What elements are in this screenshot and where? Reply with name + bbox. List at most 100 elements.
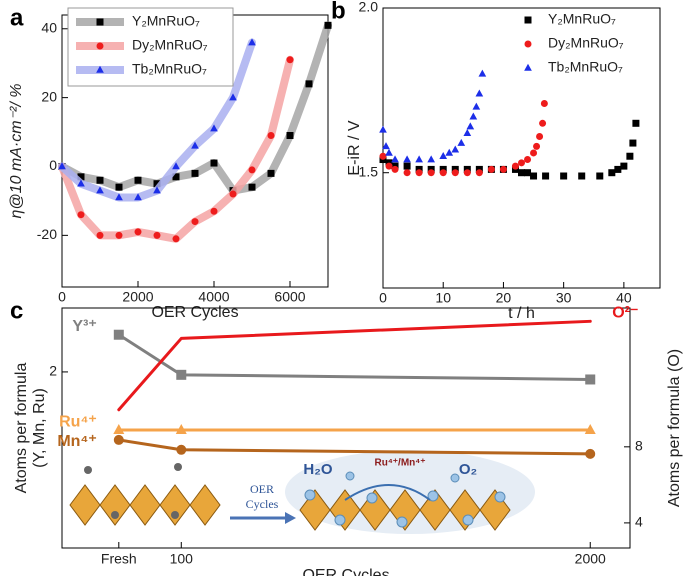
x-tick-label: 10: [435, 290, 451, 306]
legend-label: Tb₂MnRuO₇: [132, 61, 207, 77]
marker: [267, 169, 275, 177]
panel: a -20 0 20 40 0 2000 4000 6000 OER Cycles η@10 mA·…: [8, 4, 332, 321]
inset-illustration: OER Cycles H₂O Ru⁴⁺/Mn⁴⁺ O₂: [69, 450, 535, 534]
marker: [172, 173, 180, 181]
marker: [439, 169, 447, 177]
atoms: [84, 463, 182, 519]
plot-frame: [61, 307, 631, 549]
x-tick-label: 0: [379, 290, 387, 306]
marker: [134, 193, 142, 201]
marker: [451, 169, 459, 177]
marker: [584, 424, 596, 435]
marker: [427, 169, 435, 177]
marker: [391, 155, 399, 163]
marker: [472, 102, 481, 110]
marker: [415, 155, 423, 163]
marker: [96, 65, 104, 73]
marker: [324, 21, 332, 29]
marker: [175, 424, 187, 435]
cycle-arrow: [344, 484, 431, 501]
y-tick-label: 1.5: [359, 163, 379, 179]
marker: [475, 89, 484, 97]
marker: [403, 162, 411, 170]
marker: [248, 38, 256, 46]
marker: [210, 159, 218, 167]
series-line: [117, 333, 592, 381]
x-tick-label: 100: [170, 551, 194, 567]
marker: [626, 152, 634, 160]
panel-label: c: [10, 297, 23, 324]
legend-label: Dy₂MnRuO₇: [548, 35, 624, 51]
y-tick-label: 2: [49, 363, 57, 379]
annotation: O₂: [459, 461, 477, 478]
y-axis-label: (Y, Mn, Ru): [31, 388, 48, 468]
annotation: H₂O: [303, 461, 332, 478]
marker: [463, 169, 471, 177]
marker: [487, 165, 495, 173]
x-tick-label: 0: [58, 289, 66, 305]
marker: [153, 231, 161, 239]
panel-label: a: [10, 4, 24, 31]
marker: [134, 228, 142, 236]
marker: [229, 190, 237, 198]
marker: [560, 172, 568, 180]
marker: [210, 207, 218, 215]
legend-label: Dy₂MnRuO₇: [132, 37, 208, 53]
marker: [475, 169, 483, 177]
marker: [229, 93, 237, 101]
marker: [614, 165, 622, 173]
marker: [286, 56, 294, 64]
marker: [96, 176, 104, 184]
marker: [305, 80, 313, 88]
marker: [96, 18, 104, 26]
x-tick-label: Fresh: [101, 551, 137, 567]
marker: [77, 179, 85, 187]
marker: [113, 434, 124, 445]
marker: [524, 40, 532, 48]
x-axis-label: OER Cycles: [151, 304, 238, 321]
legend-label: Y₂MnRuO₇: [132, 13, 200, 29]
y2-tick-label: 8: [635, 438, 643, 454]
marker: [524, 156, 532, 164]
legend-label: Tb₂MnRuO₇: [548, 59, 623, 75]
marker: [511, 162, 519, 170]
marker: [620, 162, 628, 170]
marker: [463, 128, 472, 136]
series-label: Y³⁺: [72, 318, 96, 335]
marker: [176, 369, 187, 380]
x-axis-label: t / h: [508, 305, 535, 322]
arrow-head: [285, 512, 296, 524]
marker: [77, 211, 85, 219]
marker: [115, 231, 123, 239]
marker: [629, 139, 637, 147]
marker: [115, 193, 123, 201]
x-tick-label: 2000: [122, 289, 153, 305]
marker: [385, 162, 393, 170]
y-tick-label: 20: [41, 88, 57, 104]
marker: [96, 42, 104, 50]
marker: [499, 165, 507, 173]
series-line: [117, 319, 592, 412]
marker: [415, 169, 423, 177]
marker: [113, 329, 124, 340]
marker: [596, 172, 604, 180]
spheres: [304, 471, 506, 528]
marker: [115, 183, 123, 191]
marker: [542, 172, 550, 180]
y-tick-label: 40: [41, 19, 57, 35]
marker: [379, 125, 387, 133]
marker: [172, 162, 180, 170]
series-line: [117, 438, 592, 456]
marker: [77, 173, 85, 181]
marker: [451, 145, 460, 153]
marker: [191, 141, 199, 149]
annotation: Cycles: [246, 497, 279, 511]
marker: [210, 124, 218, 132]
series-label: Mn⁴⁺: [57, 433, 96, 450]
marker: [585, 448, 596, 459]
y-tick-label: -20: [37, 226, 57, 242]
marker: [58, 162, 66, 170]
x-axis-label: OER Cycles: [302, 567, 389, 576]
marker: [524, 63, 532, 71]
